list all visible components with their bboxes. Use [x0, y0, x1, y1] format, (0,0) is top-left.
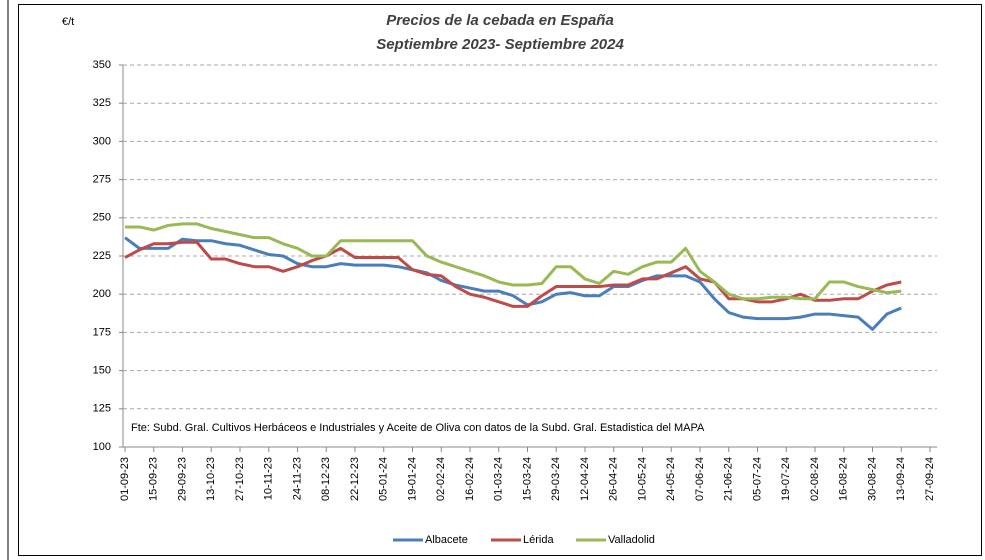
x-tick-label: 19-07-24 [780, 457, 792, 501]
x-tick-label: 19-01-24 [406, 457, 418, 501]
x-tick-label: 01-09-23 [119, 457, 131, 501]
x-tick-label: 26-04-24 [608, 457, 620, 501]
y-tick-label: 225 [93, 250, 111, 262]
y-tick-label: 250 [93, 212, 111, 224]
y-tick-label: 150 [93, 365, 111, 377]
y-tick-label: 300 [93, 135, 111, 147]
legend-label: Albacete [425, 534, 468, 546]
x-tick-label: 29-09-23 [176, 457, 188, 501]
x-tick-label: 12-04-24 [579, 457, 591, 501]
x-tick-label: 10-11-23 [263, 457, 275, 500]
x-tick-label: 21-06-24 [723, 457, 735, 501]
legend-label: Lérida [523, 534, 554, 546]
y-tick-label: 325 [93, 97, 111, 109]
x-tick-label: 16-02-24 [464, 457, 476, 501]
y-tick-label: 350 [93, 59, 111, 71]
x-tick-label: 02-08-24 [809, 457, 821, 501]
x-tick-label: 27-10-23 [234, 457, 246, 501]
x-tick-label: 05-01-24 [378, 457, 390, 501]
annotation: Fte: Subd. Gral. Cultivos Herbáceos e In… [131, 422, 705, 434]
y-tick-label: 175 [93, 326, 111, 338]
x-tick-label: 08-12-23 [320, 457, 332, 501]
x-tick-label: 24-11-23 [291, 457, 303, 500]
x-tick-label: 05-07-24 [751, 457, 763, 501]
x-tick-label: 13-09-24 [895, 457, 907, 501]
chart-title: Precios de la cebada en España [386, 12, 614, 29]
x-tick-label: 02-02-24 [435, 457, 447, 501]
x-tick-label: 22-12-23 [349, 457, 361, 501]
series-line [125, 222, 902, 301]
x-tick-label: 01-03-24 [493, 457, 505, 501]
annotation-bg [128, 418, 768, 436]
y-tick-label: 200 [93, 288, 111, 300]
chart-border [18, 4, 982, 556]
series-line [124, 240, 902, 308]
y-tick-label: 125 [93, 403, 111, 415]
x-tick-label: 13-10-23 [205, 457, 217, 501]
y-tick-label: 100 [93, 441, 111, 453]
x-tick-label: 07-06-24 [694, 457, 706, 501]
legend-label: Valladolid [608, 534, 655, 546]
x-tick-label: 24-05-24 [665, 457, 677, 501]
chart-subtitle: Septiembre 2023- Septiembre 2024 [376, 36, 624, 53]
x-tick-label: 16-08-24 [838, 457, 850, 501]
x-tick-label: 10-05-24 [636, 457, 648, 501]
x-tick-label: 29-03-24 [550, 457, 562, 501]
y-axis-label: €/t [62, 16, 74, 28]
x-tick-label: 27-09-24 [924, 457, 936, 501]
x-tick-label: 15-03-24 [521, 457, 533, 501]
x-tick-label: 30-08-24 [866, 457, 878, 501]
x-tick-label: 15-09-23 [148, 457, 160, 501]
series-line [124, 236, 902, 331]
y-tick-label: 275 [93, 174, 111, 186]
